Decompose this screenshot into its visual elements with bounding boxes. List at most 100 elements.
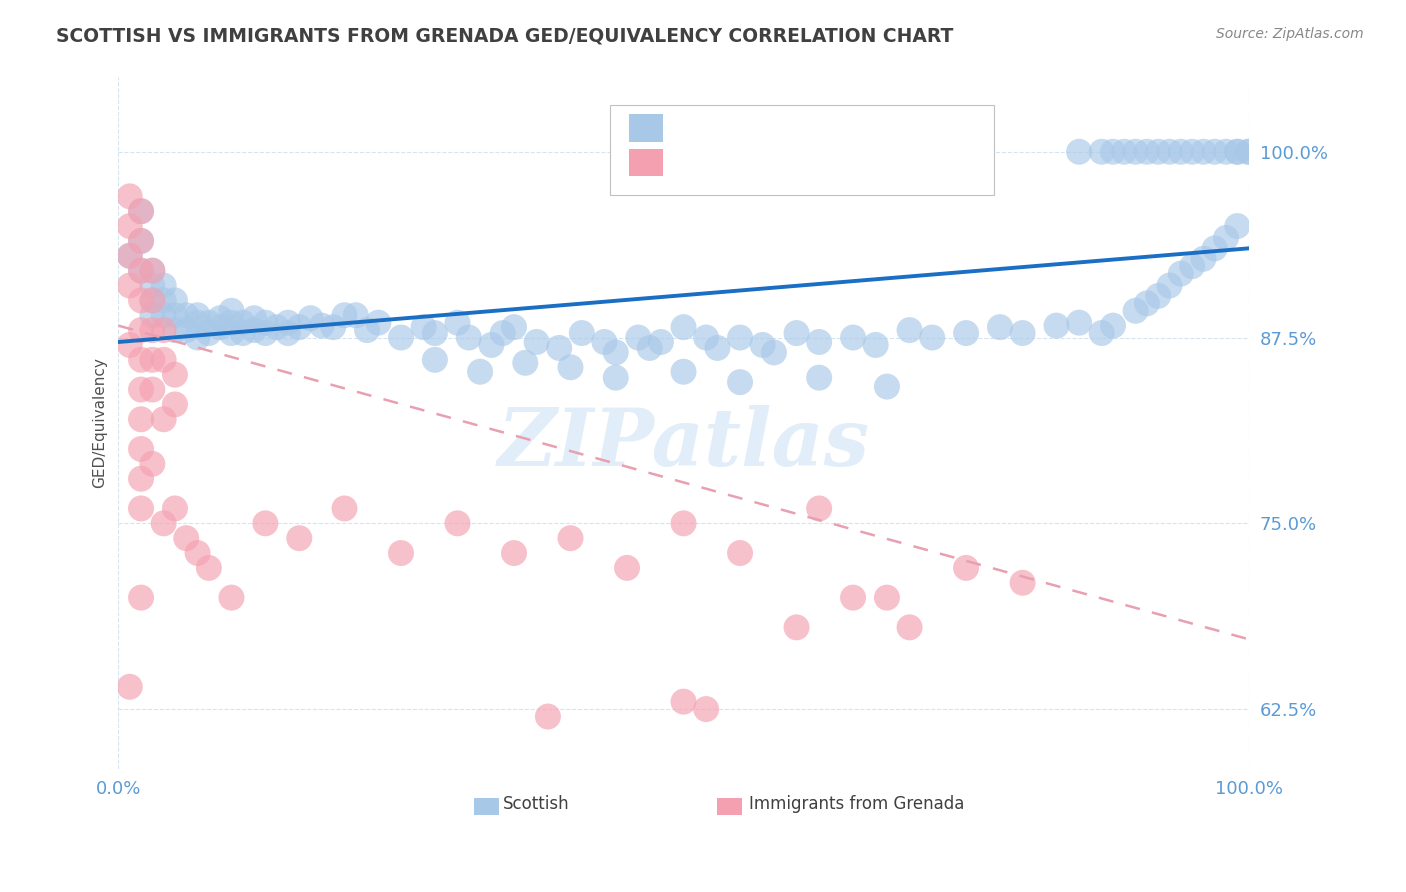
Point (152, 308, 174, 322)
Point (152, 293, 174, 308)
Point (457, 330, 479, 344)
Point (221, 316, 243, 330)
Point (560, 360, 582, 375)
Point (389, 330, 412, 344)
Point (695, 330, 717, 344)
Point (322, 320, 344, 334)
Point (955, 326, 977, 340)
Point (1125, 145, 1147, 159)
Point (141, 263, 163, 277)
Point (118, 680, 141, 694)
Point (141, 278, 163, 293)
Point (141, 308, 163, 322)
FancyBboxPatch shape (630, 149, 664, 177)
Point (706, 341, 728, 355)
Point (141, 352, 163, 367)
Point (163, 293, 186, 308)
Point (187, 546, 209, 560)
Point (1102, 318, 1125, 333)
Point (152, 412, 174, 426)
Point (865, 338, 887, 352)
Point (118, 219, 141, 233)
Point (277, 316, 299, 330)
Point (876, 379, 898, 393)
Point (209, 320, 232, 334)
Point (1170, 145, 1192, 159)
Point (638, 341, 661, 355)
Point (187, 330, 209, 344)
Point (187, 316, 209, 330)
Point (423, 326, 446, 340)
Point (921, 330, 943, 344)
Point (118, 278, 141, 293)
Point (1147, 145, 1170, 159)
Point (1147, 289, 1170, 303)
Point (389, 546, 412, 560)
Text: R = -0.020   N = 59: R = -0.020 N = 59 (678, 153, 870, 172)
Point (118, 249, 141, 263)
Point (672, 516, 695, 531)
Point (243, 311, 266, 326)
Point (141, 293, 163, 308)
Point (163, 368, 186, 382)
Point (221, 591, 243, 605)
Point (129, 442, 152, 456)
Text: Source: ZipAtlas.com: Source: ZipAtlas.com (1216, 27, 1364, 41)
Point (163, 308, 186, 322)
Point (288, 320, 311, 334)
Point (503, 320, 526, 334)
Point (537, 709, 560, 723)
Point (129, 591, 152, 605)
Point (221, 326, 243, 340)
Point (786, 326, 808, 340)
Text: ZIPatlas: ZIPatlas (498, 405, 869, 483)
Point (898, 323, 921, 337)
Point (129, 204, 152, 219)
Point (571, 326, 593, 340)
Point (627, 330, 650, 344)
Point (1159, 145, 1181, 159)
Point (842, 591, 865, 605)
Point (672, 365, 695, 379)
Point (1237, 145, 1260, 159)
Point (333, 501, 356, 516)
Point (560, 531, 582, 545)
Text: R =   0.244   N = 117: R = 0.244 N = 117 (678, 119, 887, 137)
Point (232, 316, 254, 330)
Point (593, 334, 616, 349)
Point (1114, 145, 1136, 159)
Point (1215, 231, 1237, 245)
Point (1237, 145, 1260, 159)
Point (446, 316, 468, 330)
Point (254, 326, 277, 340)
Point (198, 561, 221, 575)
Point (1204, 241, 1226, 255)
Point (1091, 145, 1114, 159)
Point (118, 249, 141, 263)
FancyBboxPatch shape (630, 114, 664, 142)
Point (333, 308, 356, 322)
Point (526, 334, 548, 349)
Point (446, 516, 468, 531)
Point (118, 189, 141, 203)
Point (1159, 278, 1181, 293)
Point (1045, 318, 1067, 333)
Point (344, 308, 367, 322)
Point (129, 323, 152, 337)
Point (1192, 252, 1215, 266)
Point (616, 561, 638, 575)
Point (1226, 145, 1249, 159)
FancyBboxPatch shape (717, 797, 742, 815)
Text: Scottish: Scottish (503, 796, 569, 814)
Point (1181, 259, 1204, 273)
Point (786, 620, 808, 634)
Point (423, 352, 446, 367)
Point (187, 308, 209, 322)
Point (808, 370, 831, 384)
Point (266, 320, 288, 334)
Point (198, 316, 221, 330)
Text: Immigrants from Grenada: Immigrants from Grenada (749, 796, 965, 814)
Point (1125, 303, 1147, 318)
Point (876, 591, 898, 605)
Point (762, 345, 785, 359)
